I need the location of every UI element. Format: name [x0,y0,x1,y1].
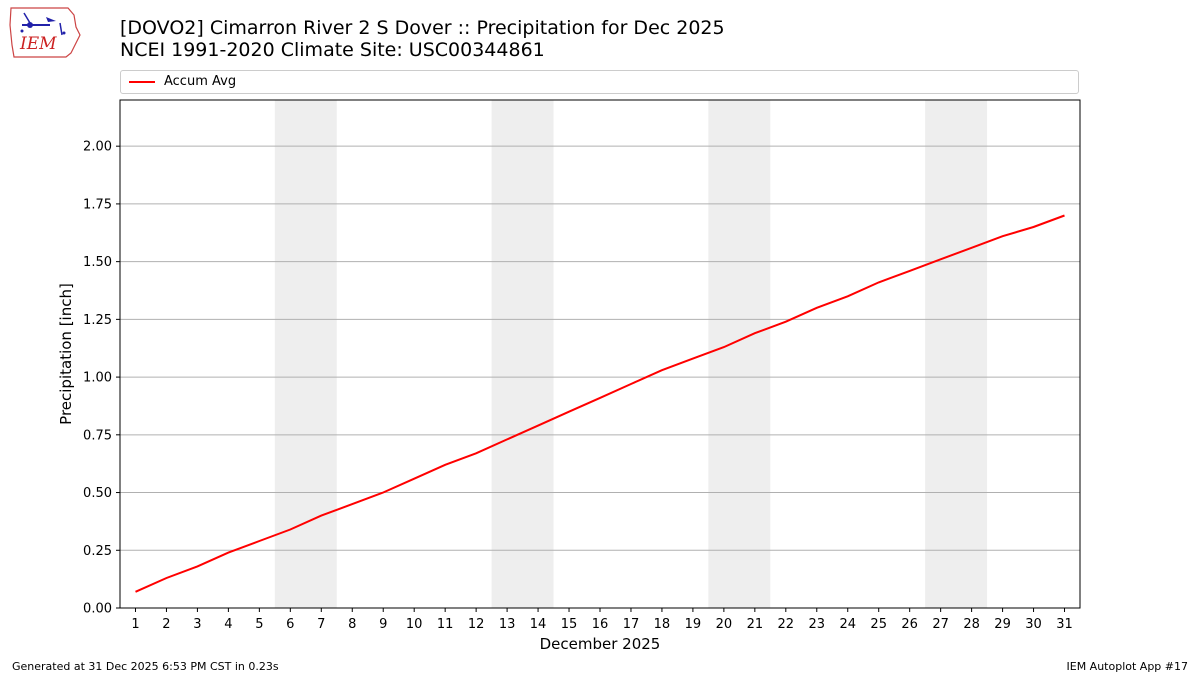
y-tick-label: 2.00 [83,140,112,155]
x-tick-label: 3 [193,617,201,632]
y-tick-label: 0.00 [83,602,112,617]
weekend-band-2 [491,100,554,608]
y-tick-label: 1.00 [83,371,112,386]
legend-entry-accum-avg: Accum Avg [164,74,237,89]
series-line-accum-avg [135,214,1065,593]
x-tick-label: 7 [317,617,325,632]
y-tick-label: 0.25 [83,544,112,559]
x-tick-label: 29 [994,617,1011,632]
x-tick-label: 12 [468,617,485,632]
iem-logo: IEM [9,7,81,58]
x-tick-label: 1 [131,617,139,632]
x-tick-label: 11 [437,617,454,632]
x-tick-label: 16 [592,617,609,632]
x-tick-label: 20 [716,617,733,632]
y-tick-label: 1.75 [83,197,112,212]
x-tick-label: 10 [406,617,423,632]
x-tick-label: 15 [561,617,578,632]
x-tick-label: 9 [379,617,387,632]
x-tick-label: 26 [901,617,918,632]
generated-timestamp: Generated at 31 Dec 2025 6:53 PM CST in … [12,660,279,673]
x-tick-label: 25 [870,617,887,632]
x-tick-label: 14 [530,617,547,632]
x-tick-label: 13 [499,617,516,632]
legend-line-swatch [129,81,155,83]
y-tick-label: 0.50 [83,486,112,501]
x-tick-label: 18 [654,617,671,632]
x-tick-label: 27 [932,617,949,632]
x-tick-label: 30 [1025,617,1042,632]
weekend-band-3 [708,100,771,608]
x-tick-label: 22 [778,617,795,632]
x-axis-label: December 2025 [540,635,661,653]
x-tick-label: 5 [255,617,263,632]
chart-subtitle: NCEI 1991-2020 Climate Site: USC00344861 [120,39,545,61]
x-tick-label: 23 [809,617,826,632]
y-tick-label: 0.75 [83,428,112,443]
chart-legend: Accum Avg [120,70,1079,94]
y-tick-label: 1.50 [83,255,112,270]
x-tick-label: 21 [747,617,764,632]
x-tick-label: 24 [839,617,856,632]
x-tick-label: 19 [685,617,702,632]
y-axis-label: Precipitation [inch] [57,283,75,425]
chart-title: [DOVO2] Cimarron River 2 S Dover :: Prec… [120,17,725,39]
x-tick-label: 17 [623,617,640,632]
app-id-label: IEM Autoplot App #17 [1066,660,1189,673]
weekend-band-4 [925,100,988,608]
x-tick-label: 4 [224,617,232,632]
x-tick-label: 2 [162,617,170,632]
y-tick-label: 1.25 [83,313,112,328]
iem-logo-text: IEM [19,34,57,54]
x-tick-label: 28 [963,617,980,632]
x-tick-label: 6 [286,617,294,632]
x-tick-label: 31 [1056,617,1073,632]
x-tick-label: 8 [348,617,356,632]
